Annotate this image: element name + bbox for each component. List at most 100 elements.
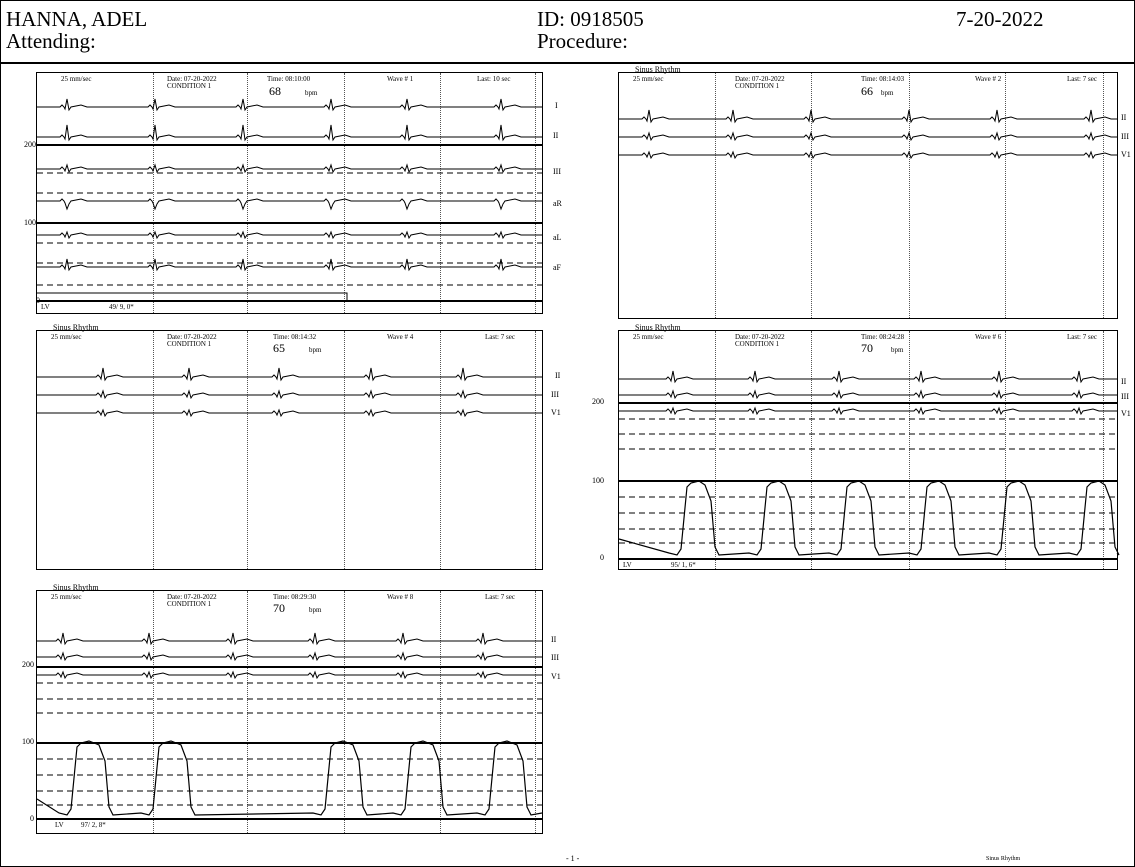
lead-label: III	[551, 390, 559, 399]
lead-label: V1	[1121, 409, 1131, 418]
recording-time: Time: 08:24:28	[861, 333, 905, 341]
scale-label: 200	[22, 660, 34, 669]
condition-label: CONDITION 1	[735, 82, 780, 90]
lead-label: aL	[553, 233, 562, 242]
lead-label: I	[555, 101, 558, 110]
last-duration: Last: 7 sec	[1067, 333, 1097, 341]
wave-number: Wave # 1	[387, 75, 414, 83]
last-duration: Last: 10 sec	[477, 75, 511, 83]
condition-label: CONDITION 1	[167, 340, 212, 348]
lv-pressure-value: 97/ 2, 8*	[81, 821, 106, 829]
lead-label: III	[1121, 132, 1129, 141]
ecg-traces	[619, 109, 1117, 160]
grid-line	[811, 331, 812, 569]
scale-label: 100	[24, 218, 36, 227]
ecg-panel-5: Sinus Rhythm 25 mm/sec Date: 07-20-2022 …	[36, 583, 561, 834]
paper-speed: 25 mm/sec	[51, 593, 82, 601]
scale-label: 200	[592, 397, 604, 406]
grid-line	[440, 591, 441, 833]
recording-date: Date: 07-20-2022	[735, 333, 785, 341]
grid-line	[440, 331, 441, 569]
scale-label: 100	[22, 737, 34, 746]
recording-date: Date: 07-20-2022	[167, 333, 217, 341]
lead-label: II	[551, 635, 557, 644]
lead-label: III	[551, 653, 559, 662]
ecg-traces	[37, 98, 542, 302]
grid-line	[715, 73, 716, 318]
grid-line	[344, 331, 345, 569]
heart-rate: 66	[861, 84, 873, 98]
patient-id: ID: 0918505	[537, 7, 644, 31]
grid-line	[247, 591, 248, 833]
heart-rate-unit: bpm	[309, 606, 322, 614]
lead-label: III	[1121, 392, 1129, 401]
lv-label: LV	[41, 303, 50, 311]
lead-label: II	[555, 371, 561, 380]
ecg-panel-4: Sinus Rhythm 25 mm/sec Date: 07-20-2022 …	[618, 323, 1131, 570]
lead-label: II	[1121, 113, 1127, 122]
heart-rate-unit: bpm	[891, 346, 904, 354]
grid-line	[535, 331, 536, 569]
grid-line	[1103, 331, 1104, 569]
panel-title: Sinus Rhythm	[635, 323, 681, 332]
grid-line	[153, 331, 154, 569]
heart-rate-unit: bpm	[305, 89, 318, 97]
paper-speed: 25 mm/sec	[51, 333, 82, 341]
lv-pressure-value: 49/ 9, 0*	[109, 303, 134, 311]
ecg-panel-1: 25 mm/sec Date: 07-20-2022 CONDITION 1 T…	[36, 72, 562, 314]
recording-time: Time: 08:14:32	[273, 333, 317, 341]
last-duration: Last: 7 sec	[485, 593, 515, 601]
footer-note: Sinus Rhythm	[986, 856, 1021, 862]
heart-rate-unit: bpm	[881, 89, 894, 97]
heart-rate: 70	[273, 601, 285, 615]
procedure-label: Procedure:	[537, 29, 628, 53]
recording-date: Date: 07-20-2022	[167, 75, 217, 83]
report-date: 7-20-2022	[956, 7, 1044, 31]
grid-line	[1005, 331, 1006, 569]
condition-label: CONDITION 1	[167, 600, 212, 608]
lead-label: II	[1121, 377, 1127, 386]
grid-line	[1005, 73, 1006, 318]
lead-label: aR	[553, 199, 562, 208]
scale-label: 100	[592, 476, 604, 485]
scale-label: 0	[36, 296, 40, 305]
recording-time: Time: 08:10:00	[267, 75, 311, 83]
grid-line	[715, 331, 716, 569]
grid-line	[247, 331, 248, 569]
patient-name: HANNA, ADEL	[6, 7, 148, 31]
condition-label: CONDITION 1	[167, 82, 212, 90]
lead-label: aF	[553, 263, 561, 272]
wave-number: Wave # 6	[975, 333, 1002, 341]
grid-line	[1103, 73, 1104, 318]
grid-line	[344, 591, 345, 833]
scale-label: 0	[30, 814, 34, 823]
heart-rate-unit: bpm	[309, 346, 322, 354]
ecg-panel-3: Sinus Rhythm 25 mm/sec Date: 07-20-2022 …	[36, 323, 561, 570]
grid-line	[153, 591, 154, 833]
report-header: HANNA, ADEL Attending: ID: 0918505 Proce…	[0, 0, 1135, 64]
wave-number: Wave # 8	[387, 593, 414, 601]
recording-date: Date: 07-20-2022	[167, 593, 217, 601]
paper-speed: 25 mm/sec	[633, 333, 664, 341]
recording-time: Time: 08:29:30	[273, 593, 317, 601]
lead-label: V1	[1121, 150, 1131, 159]
recording-time: Time: 08:14:03	[861, 75, 905, 83]
wave-number: Wave # 2	[975, 75, 1002, 83]
condition-label: CONDITION 1	[735, 340, 780, 348]
lead-label: V1	[551, 672, 561, 681]
lv-label: LV	[55, 821, 64, 829]
heart-rate: 65	[273, 341, 285, 355]
ecg-traces	[36, 632, 543, 820]
ecg-traces	[618, 370, 1120, 560]
grid-line	[535, 591, 536, 833]
lv-pressure-value: 95/ 1, 6*	[671, 561, 696, 569]
scale-label: 0	[600, 553, 604, 562]
grid-line	[535, 73, 536, 313]
wave-number: Wave # 4	[387, 333, 414, 341]
page-number: - 1 -	[566, 854, 580, 863]
grid-line	[344, 73, 345, 313]
panel-title: Sinus Rhythm	[635, 65, 681, 74]
grid-line	[909, 73, 910, 318]
recording-date: Date: 07-20-2022	[735, 75, 785, 83]
last-duration: Last: 7 sec	[1067, 75, 1097, 83]
